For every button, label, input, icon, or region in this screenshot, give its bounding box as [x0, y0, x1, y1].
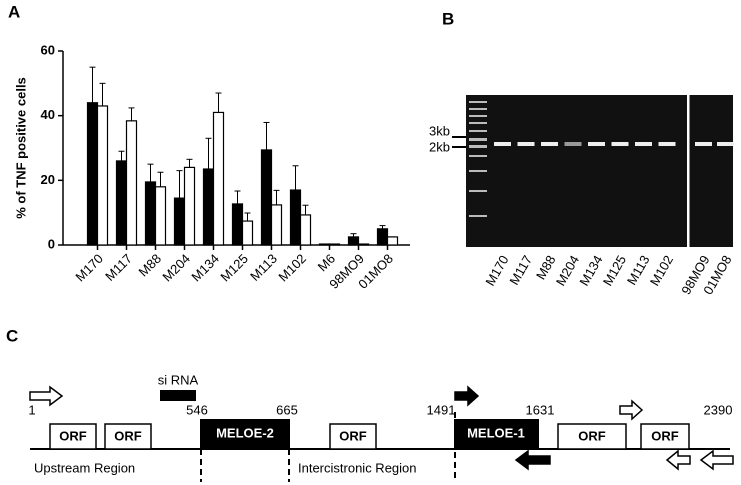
position: 1631 — [526, 402, 555, 417]
panel-label: C — [6, 326, 18, 345]
panel-label: B — [442, 9, 454, 28]
bar — [241, 220, 254, 246]
x-tick-label: M125 — [217, 251, 251, 285]
orf-label: ORF — [651, 428, 679, 443]
y-axis-label: % of TNF positive cells — [13, 77, 28, 219]
gel-image — [466, 95, 733, 247]
position: 546 — [186, 402, 208, 417]
position: 665 — [276, 402, 298, 417]
lane-label: M117 — [506, 253, 535, 288]
primer-arrow — [29, 385, 64, 407]
gel-band — [517, 142, 535, 146]
x-tick-label: M6 — [315, 251, 338, 274]
x-tick-label: M113 — [247, 251, 280, 284]
orf-label: ORF — [114, 428, 142, 443]
orf-box — [104, 423, 152, 450]
gel-band — [541, 142, 558, 146]
marker-label: 2kb — [429, 139, 450, 154]
meloe1-box — [454, 419, 539, 449]
bar — [270, 204, 283, 246]
sirna-label: si RNA — [158, 372, 199, 387]
marker-label: 3kb — [429, 123, 450, 138]
panel-label: A — [8, 2, 20, 21]
primer-arrow — [619, 399, 644, 421]
lane-label: M204 — [553, 253, 582, 289]
region-label: Upstream Region — [34, 460, 135, 475]
y-tick-label: 0 — [48, 236, 55, 251]
bar — [289, 189, 302, 246]
region-label: Intercistronic Region — [298, 460, 417, 475]
x-tick-label: M204 — [159, 251, 193, 285]
bar — [202, 168, 215, 246]
y-tick-label: 40 — [41, 107, 55, 122]
gel-band — [611, 142, 629, 146]
lane-label: M125 — [600, 253, 629, 289]
orf-box — [329, 423, 377, 450]
orf-label: ORF — [59, 428, 87, 443]
position: 1491 — [427, 402, 456, 417]
lane-label: M102 — [647, 253, 676, 289]
position: 1 — [28, 402, 35, 417]
gel-band — [564, 142, 582, 146]
bar — [86, 102, 99, 246]
bar — [376, 228, 389, 246]
bar — [231, 203, 244, 246]
y-tick-label: 20 — [41, 172, 55, 187]
primer-arrow — [665, 449, 691, 471]
bar — [115, 160, 128, 246]
primer-arrow — [699, 449, 734, 471]
y-tick-label: 60 — [41, 42, 55, 57]
position: 2390 — [704, 402, 733, 417]
bar — [125, 120, 138, 246]
bar — [212, 111, 225, 246]
bar — [96, 105, 109, 246]
bar — [328, 243, 341, 246]
primer-arrow — [514, 449, 551, 471]
gel-band — [658, 142, 676, 146]
bar — [260, 149, 273, 246]
orf-label: ORF — [339, 428, 367, 443]
x-tick-label: M134 — [188, 251, 222, 285]
orf-box — [49, 423, 97, 450]
bar — [183, 166, 196, 246]
x-tick-label: M170 — [72, 251, 106, 285]
ladder — [469, 101, 487, 217]
orf-box — [640, 423, 690, 450]
gel-band — [494, 142, 511, 146]
meloe1-label: MELOE-1 — [467, 425, 525, 440]
x-tick-label: M102 — [275, 251, 309, 285]
sirna-bar — [160, 390, 196, 401]
bar — [144, 181, 157, 246]
meloe2-box — [200, 419, 290, 449]
bar — [154, 186, 167, 246]
gel-band — [695, 142, 712, 146]
gel-band — [588, 142, 605, 146]
primer-arrow — [454, 385, 480, 407]
x-tick-label: M117 — [102, 251, 135, 284]
bar — [357, 243, 370, 246]
orf-box — [557, 423, 627, 450]
bar — [386, 236, 399, 246]
bar — [347, 236, 360, 246]
orf-label: ORF — [578, 428, 606, 443]
bar — [299, 214, 312, 246]
meloe2-label: MELOE-2 — [216, 425, 274, 440]
gel-divider — [687, 95, 690, 247]
bar — [318, 243, 331, 246]
lane-label: M170 — [482, 253, 511, 289]
bar — [173, 197, 186, 246]
gel-band — [717, 142, 734, 146]
lane-label: M134 — [576, 253, 605, 289]
gel-band — [635, 142, 652, 146]
